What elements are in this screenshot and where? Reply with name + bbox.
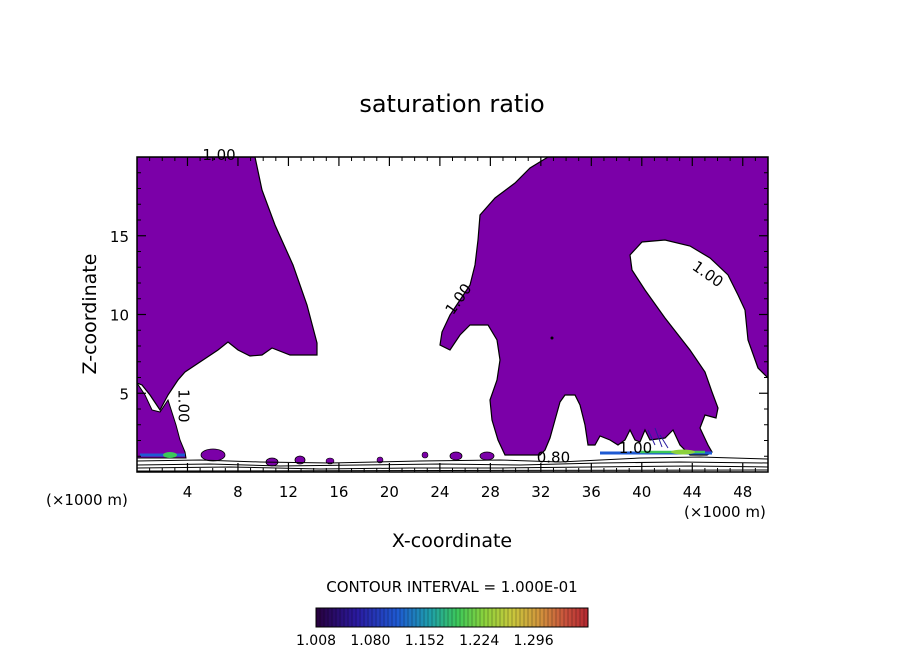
surface-cell <box>479 451 495 461</box>
saturated-region-left <box>137 157 318 412</box>
chart-title: saturation ratio <box>359 90 544 118</box>
y-axis-ticks: 5 10 15 <box>110 172 768 457</box>
x-tick-label: 32 <box>531 483 550 501</box>
x-tick-label: 48 <box>733 483 752 501</box>
x-tick-label: 8 <box>233 483 243 501</box>
surface-cell <box>200 448 226 462</box>
x-tick-label: 24 <box>430 483 449 501</box>
x-tick-label: 36 <box>582 483 601 501</box>
supersaturation-wisps <box>647 427 669 449</box>
y-tick-label: 15 <box>110 228 129 246</box>
colorbar-tick-label: 1.080 <box>350 633 390 649</box>
x-tick-label: 12 <box>279 483 298 501</box>
surface-cell <box>421 451 429 459</box>
contour-label: 1.00 <box>202 146 235 164</box>
x-tick-label: 40 <box>632 483 651 501</box>
saturated-region-right <box>439 157 768 456</box>
colorbar-tick-label: 1.152 <box>405 633 445 649</box>
surface-cell <box>449 451 463 461</box>
contour-label: 0.80 <box>537 449 570 467</box>
y-axis-label: Z-coordinate <box>79 254 101 375</box>
colorbar-tick-label: 1.224 <box>459 633 499 649</box>
contour-label: 1.00 <box>619 439 652 457</box>
x-axis-label: X-coordinate <box>392 530 512 552</box>
x-axis-ticks: 4 8 12 16 20 24 28 32 36 40 44 48 <box>149 157 756 501</box>
x-tick-label: 16 <box>329 483 348 501</box>
supersaturation-core <box>163 452 177 458</box>
x-unit-label: (×1000 m) <box>46 491 128 509</box>
saturated-regions <box>137 157 768 472</box>
saturated-region-left-lower <box>137 382 187 459</box>
y-unit-label: (×1000 m) <box>684 503 766 521</box>
x-tick-label: 44 <box>683 483 702 501</box>
colorbar-tick-label: 1.296 <box>514 633 554 649</box>
x-tick-label: 4 <box>183 483 193 501</box>
surface-cell <box>294 455 306 465</box>
contour-label: 1.00 <box>175 389 193 422</box>
x-tick-label: 28 <box>481 483 500 501</box>
y-tick-label: 5 <box>119 385 129 403</box>
isolated-contour-point <box>550 336 554 340</box>
colorbar-stripes <box>319 608 585 627</box>
colorbar-tick-labels: 1.008 1.080 1.152 1.224 1.296 <box>296 633 554 649</box>
supersaturation-core <box>671 449 695 455</box>
y-tick-label: 10 <box>110 307 129 325</box>
colorbar-tick-label: 1.008 <box>296 633 336 649</box>
contour-interval-text: CONTOUR INTERVAL = 1.000E-01 <box>326 578 577 596</box>
x-tick-label: 20 <box>380 483 399 501</box>
